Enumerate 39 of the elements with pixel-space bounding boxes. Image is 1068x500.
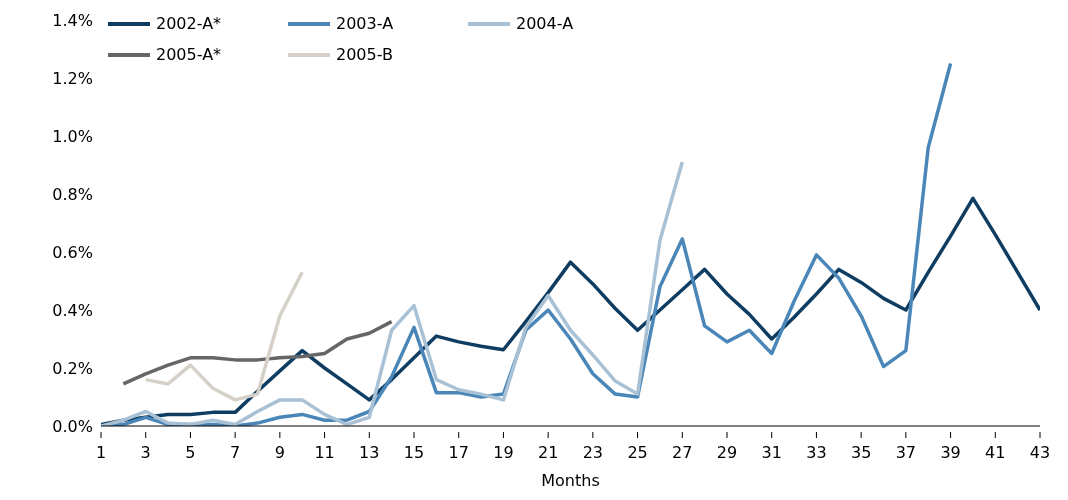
x-tick-label: 29 bbox=[716, 443, 738, 462]
x-tick-label: 31 bbox=[761, 443, 782, 462]
y-tick-label: 0.6% bbox=[52, 242, 93, 262]
y-tick-label: 0.4% bbox=[52, 300, 93, 320]
x-tick-label: 7 bbox=[230, 443, 241, 462]
x-tick-label: 43 bbox=[1029, 443, 1051, 462]
x-tick-label: 35 bbox=[850, 443, 872, 462]
x-tick-label: 17 bbox=[448, 443, 469, 462]
x-tick-label: 33 bbox=[806, 443, 827, 462]
x-tick-label: 27 bbox=[672, 443, 693, 462]
x-tick-label: 5 bbox=[185, 443, 196, 462]
line-series bbox=[101, 160, 685, 426]
y-tick-label: 0.8% bbox=[52, 184, 93, 204]
x-tick-label: 39 bbox=[940, 443, 961, 462]
x-tick-label: 23 bbox=[582, 443, 604, 462]
y-tick-label: 0.0% bbox=[52, 416, 93, 436]
x-tick-label: 1 bbox=[95, 443, 107, 462]
x-tick-label: 11 bbox=[314, 443, 335, 462]
line-series bbox=[121, 319, 394, 386]
x-axis-title: Months bbox=[541, 471, 600, 490]
legend-label: 2005-B bbox=[336, 45, 393, 64]
x-tick-label: 19 bbox=[493, 443, 514, 462]
y-tick-label: 1.2% bbox=[52, 68, 93, 88]
x-tick-label: 13 bbox=[359, 443, 380, 462]
y-tick-label: 1.0% bbox=[52, 126, 93, 146]
x-tick-label: 21 bbox=[537, 443, 559, 462]
x-tick-label: 3 bbox=[140, 443, 151, 462]
x-tick-label: 41 bbox=[985, 443, 1006, 462]
line-series bbox=[143, 270, 304, 402]
x-tick-label: 37 bbox=[895, 443, 917, 462]
x-tick-label: 15 bbox=[403, 443, 425, 462]
legend-label: 2003-A bbox=[336, 14, 394, 33]
legend-label: 2004-A bbox=[516, 14, 574, 33]
y-tick-label: 0.2% bbox=[52, 358, 93, 378]
x-tick-label: 9 bbox=[274, 443, 285, 462]
y-tick-label: 1.4% bbox=[52, 10, 93, 30]
legend-label: 2005-A* bbox=[156, 45, 222, 64]
legend-label: 2002-A* bbox=[156, 14, 222, 33]
x-tick-label: 25 bbox=[627, 443, 648, 462]
